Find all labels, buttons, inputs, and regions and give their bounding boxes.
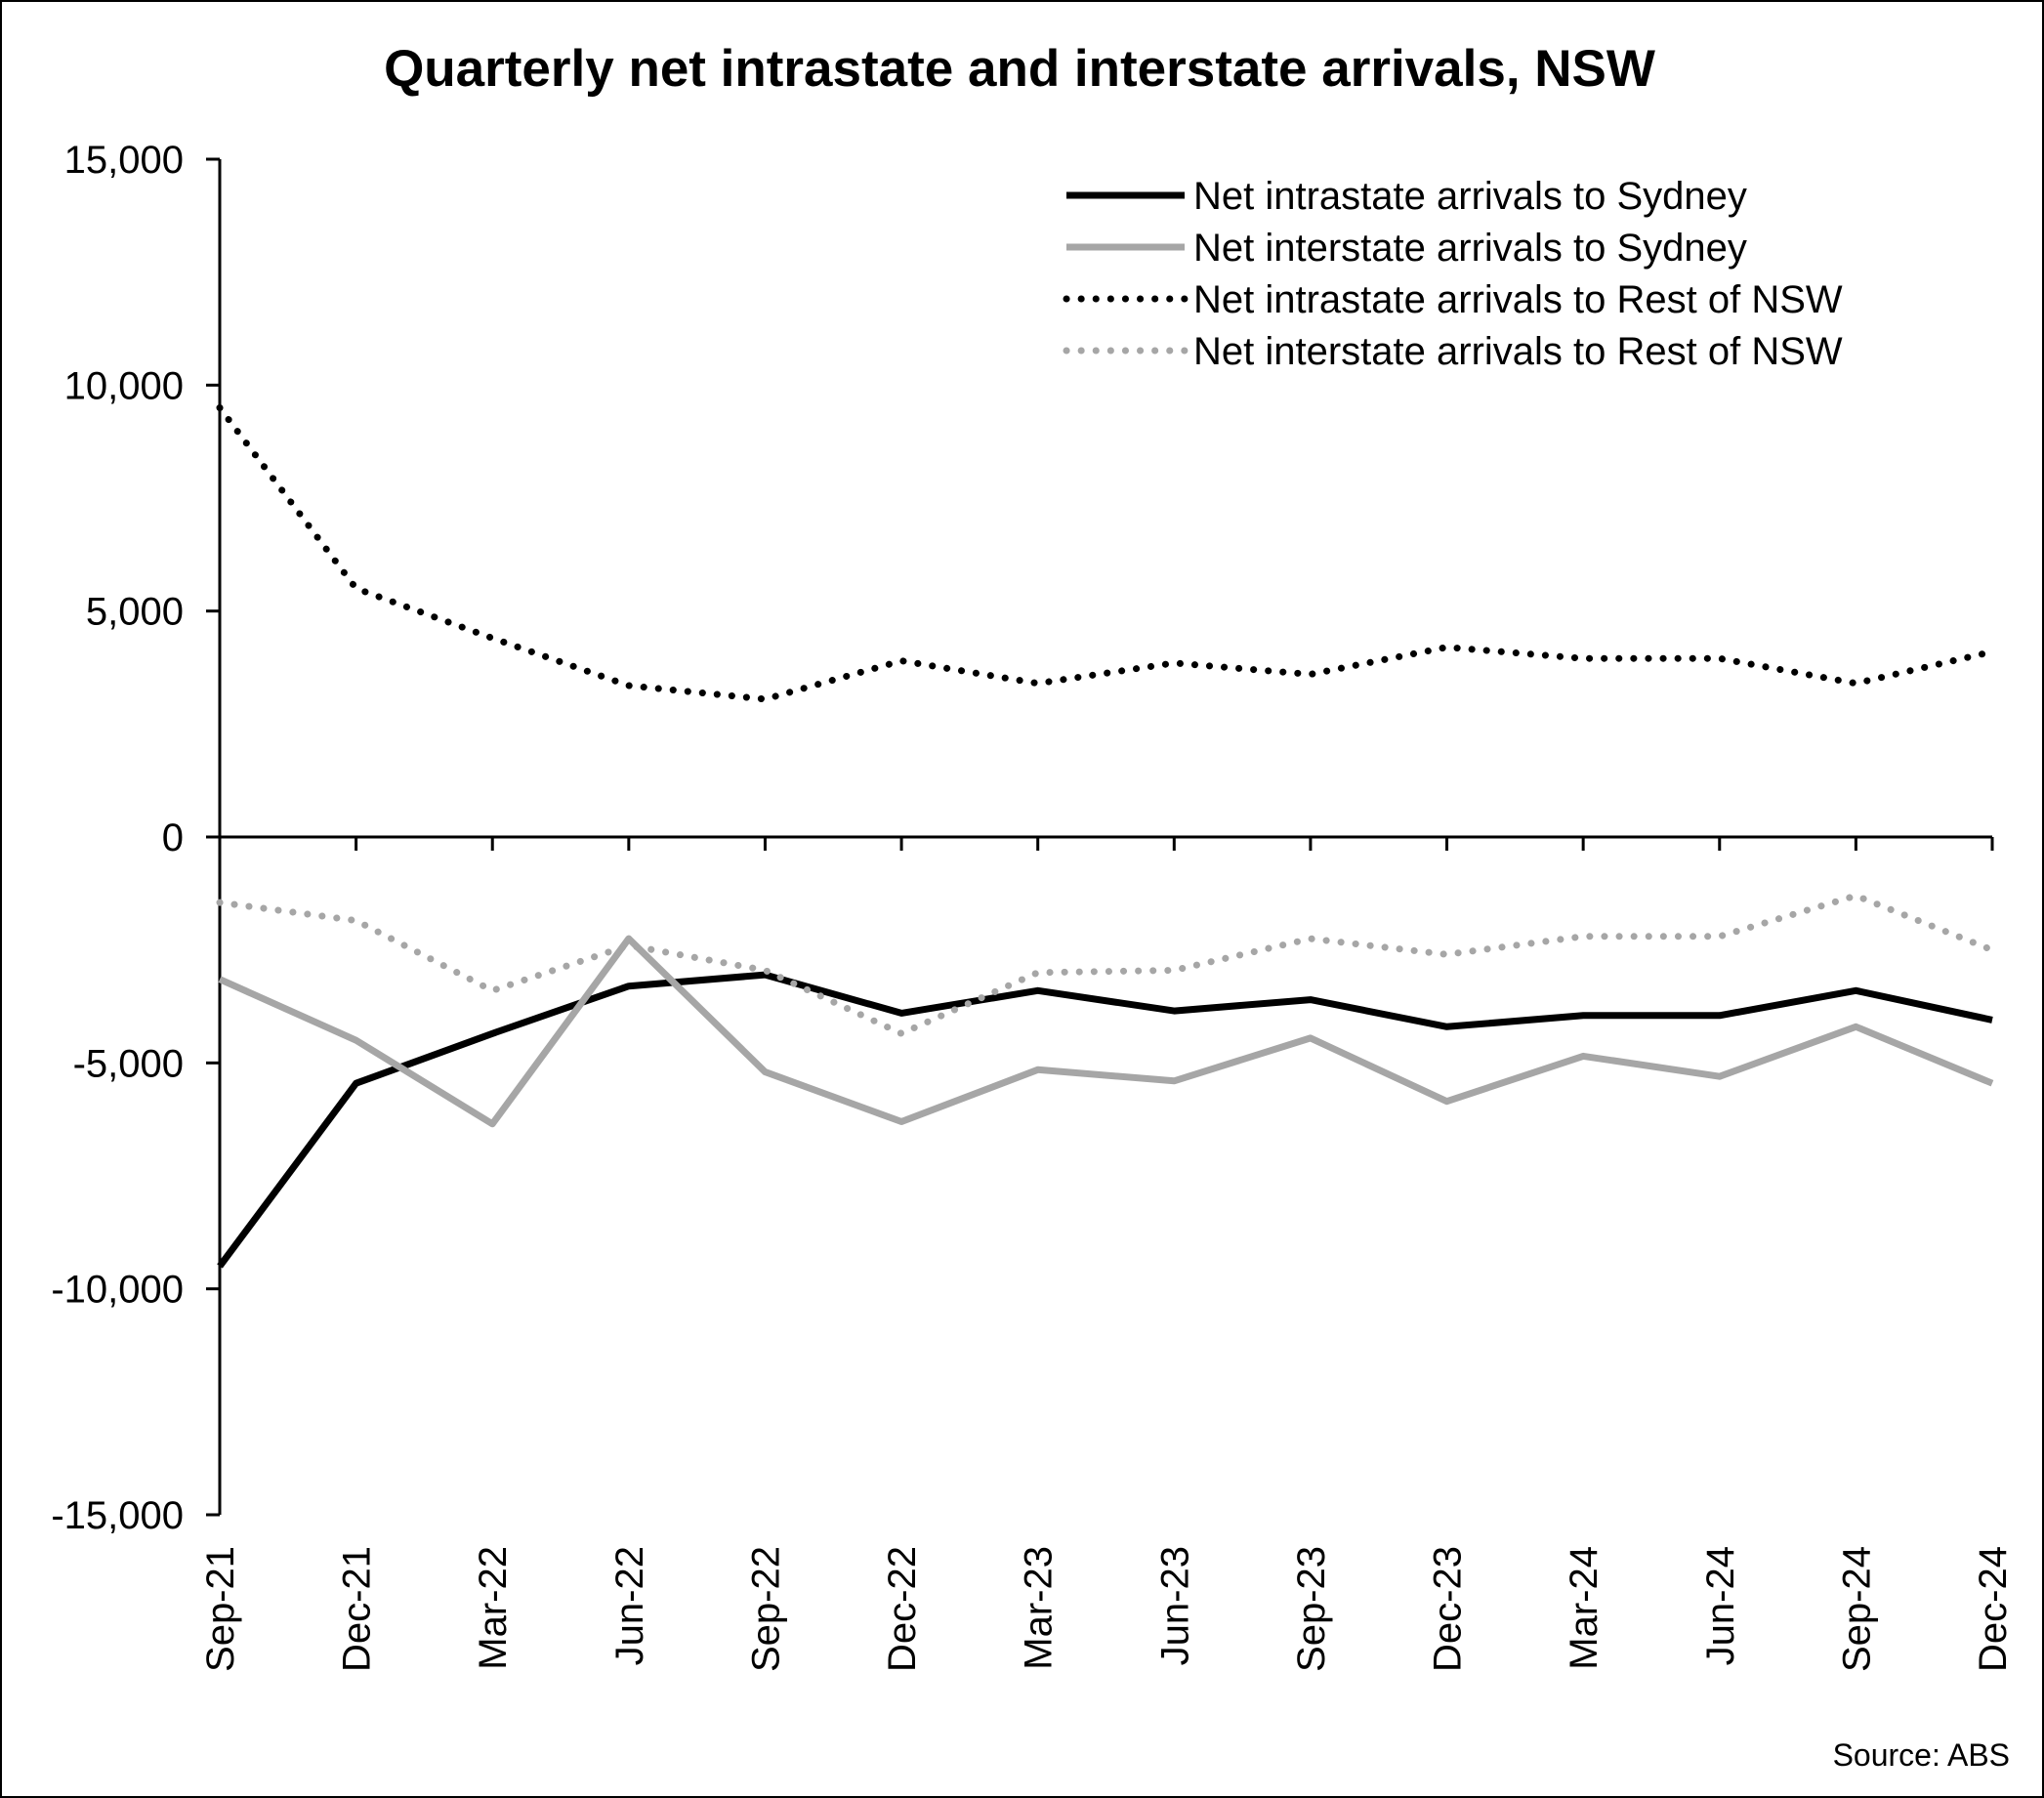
- legend-label-2: Net interstate arrivals to Sydney: [1193, 227, 1747, 270]
- series-line-1: [217, 971, 1993, 1269]
- source-note: Source: ABS: [1833, 1737, 2010, 1773]
- y-tick-label: 10,000: [64, 364, 184, 407]
- y-tick-label: -15,000: [51, 1494, 184, 1537]
- plot-area: 15,000 10,000 5,000 0 -5,000 -10,000 -15,000 Se…: [51, 139, 2015, 1672]
- x-tick-label: Jun-22: [608, 1546, 651, 1665]
- x-tick-label: Dec-24: [1972, 1546, 2015, 1672]
- x-tick-label: Mar-22: [472, 1546, 515, 1670]
- series-4-point: [1853, 893, 1858, 899]
- x-tick-label: Mar-23: [1018, 1546, 1061, 1670]
- legend-label-3: Net intrastate arrivals to Rest of NSW: [1193, 278, 1843, 321]
- x-tick-label: Dec-23: [1427, 1546, 1470, 1672]
- y-tick-label: 0: [162, 816, 184, 859]
- x-tick-label: Mar-24: [1563, 1546, 1606, 1670]
- legend-label-1: Net intrastate arrivals to Sydney: [1193, 175, 1747, 218]
- x-tick-label: Sep-22: [744, 1546, 787, 1672]
- x-tick-label: Sep-21: [199, 1546, 242, 1672]
- x-tick-label: Sep-24: [1835, 1546, 1878, 1672]
- series-line-4: [216, 892, 1996, 1037]
- series-3-point: [1171, 660, 1177, 666]
- series-3-point: [1989, 648, 1995, 654]
- series-4-point: [1171, 967, 1177, 973]
- series-4-point: [1989, 947, 1995, 953]
- series-3-point: [1580, 655, 1586, 661]
- legend-label-4: Net interstate arrivals to Rest of NSW: [1193, 330, 1843, 373]
- x-tick-label: Sep-23: [1290, 1546, 1333, 1672]
- series-4-point: [1580, 934, 1586, 940]
- x-tick-label: Dec-22: [881, 1546, 924, 1672]
- chart-title: Quarterly net intrastate and interstate …: [384, 40, 1655, 98]
- series-line-3: [216, 404, 1996, 703]
- x-tick-label: Dec-21: [336, 1546, 379, 1672]
- y-tick-label: 15,000: [64, 139, 184, 182]
- series-line-2: [218, 935, 1994, 1128]
- legend: Net intrastate arrivals to Sydney Net int…: [1063, 175, 1843, 373]
- x-tick-label: Jun-24: [1699, 1546, 1742, 1665]
- y-tick-label: 5,000: [86, 591, 184, 634]
- x-tick-label: Jun-23: [1153, 1546, 1196, 1665]
- y-tick-label: -5,000: [73, 1042, 184, 1085]
- y-tick-label: -10,000: [51, 1269, 184, 1312]
